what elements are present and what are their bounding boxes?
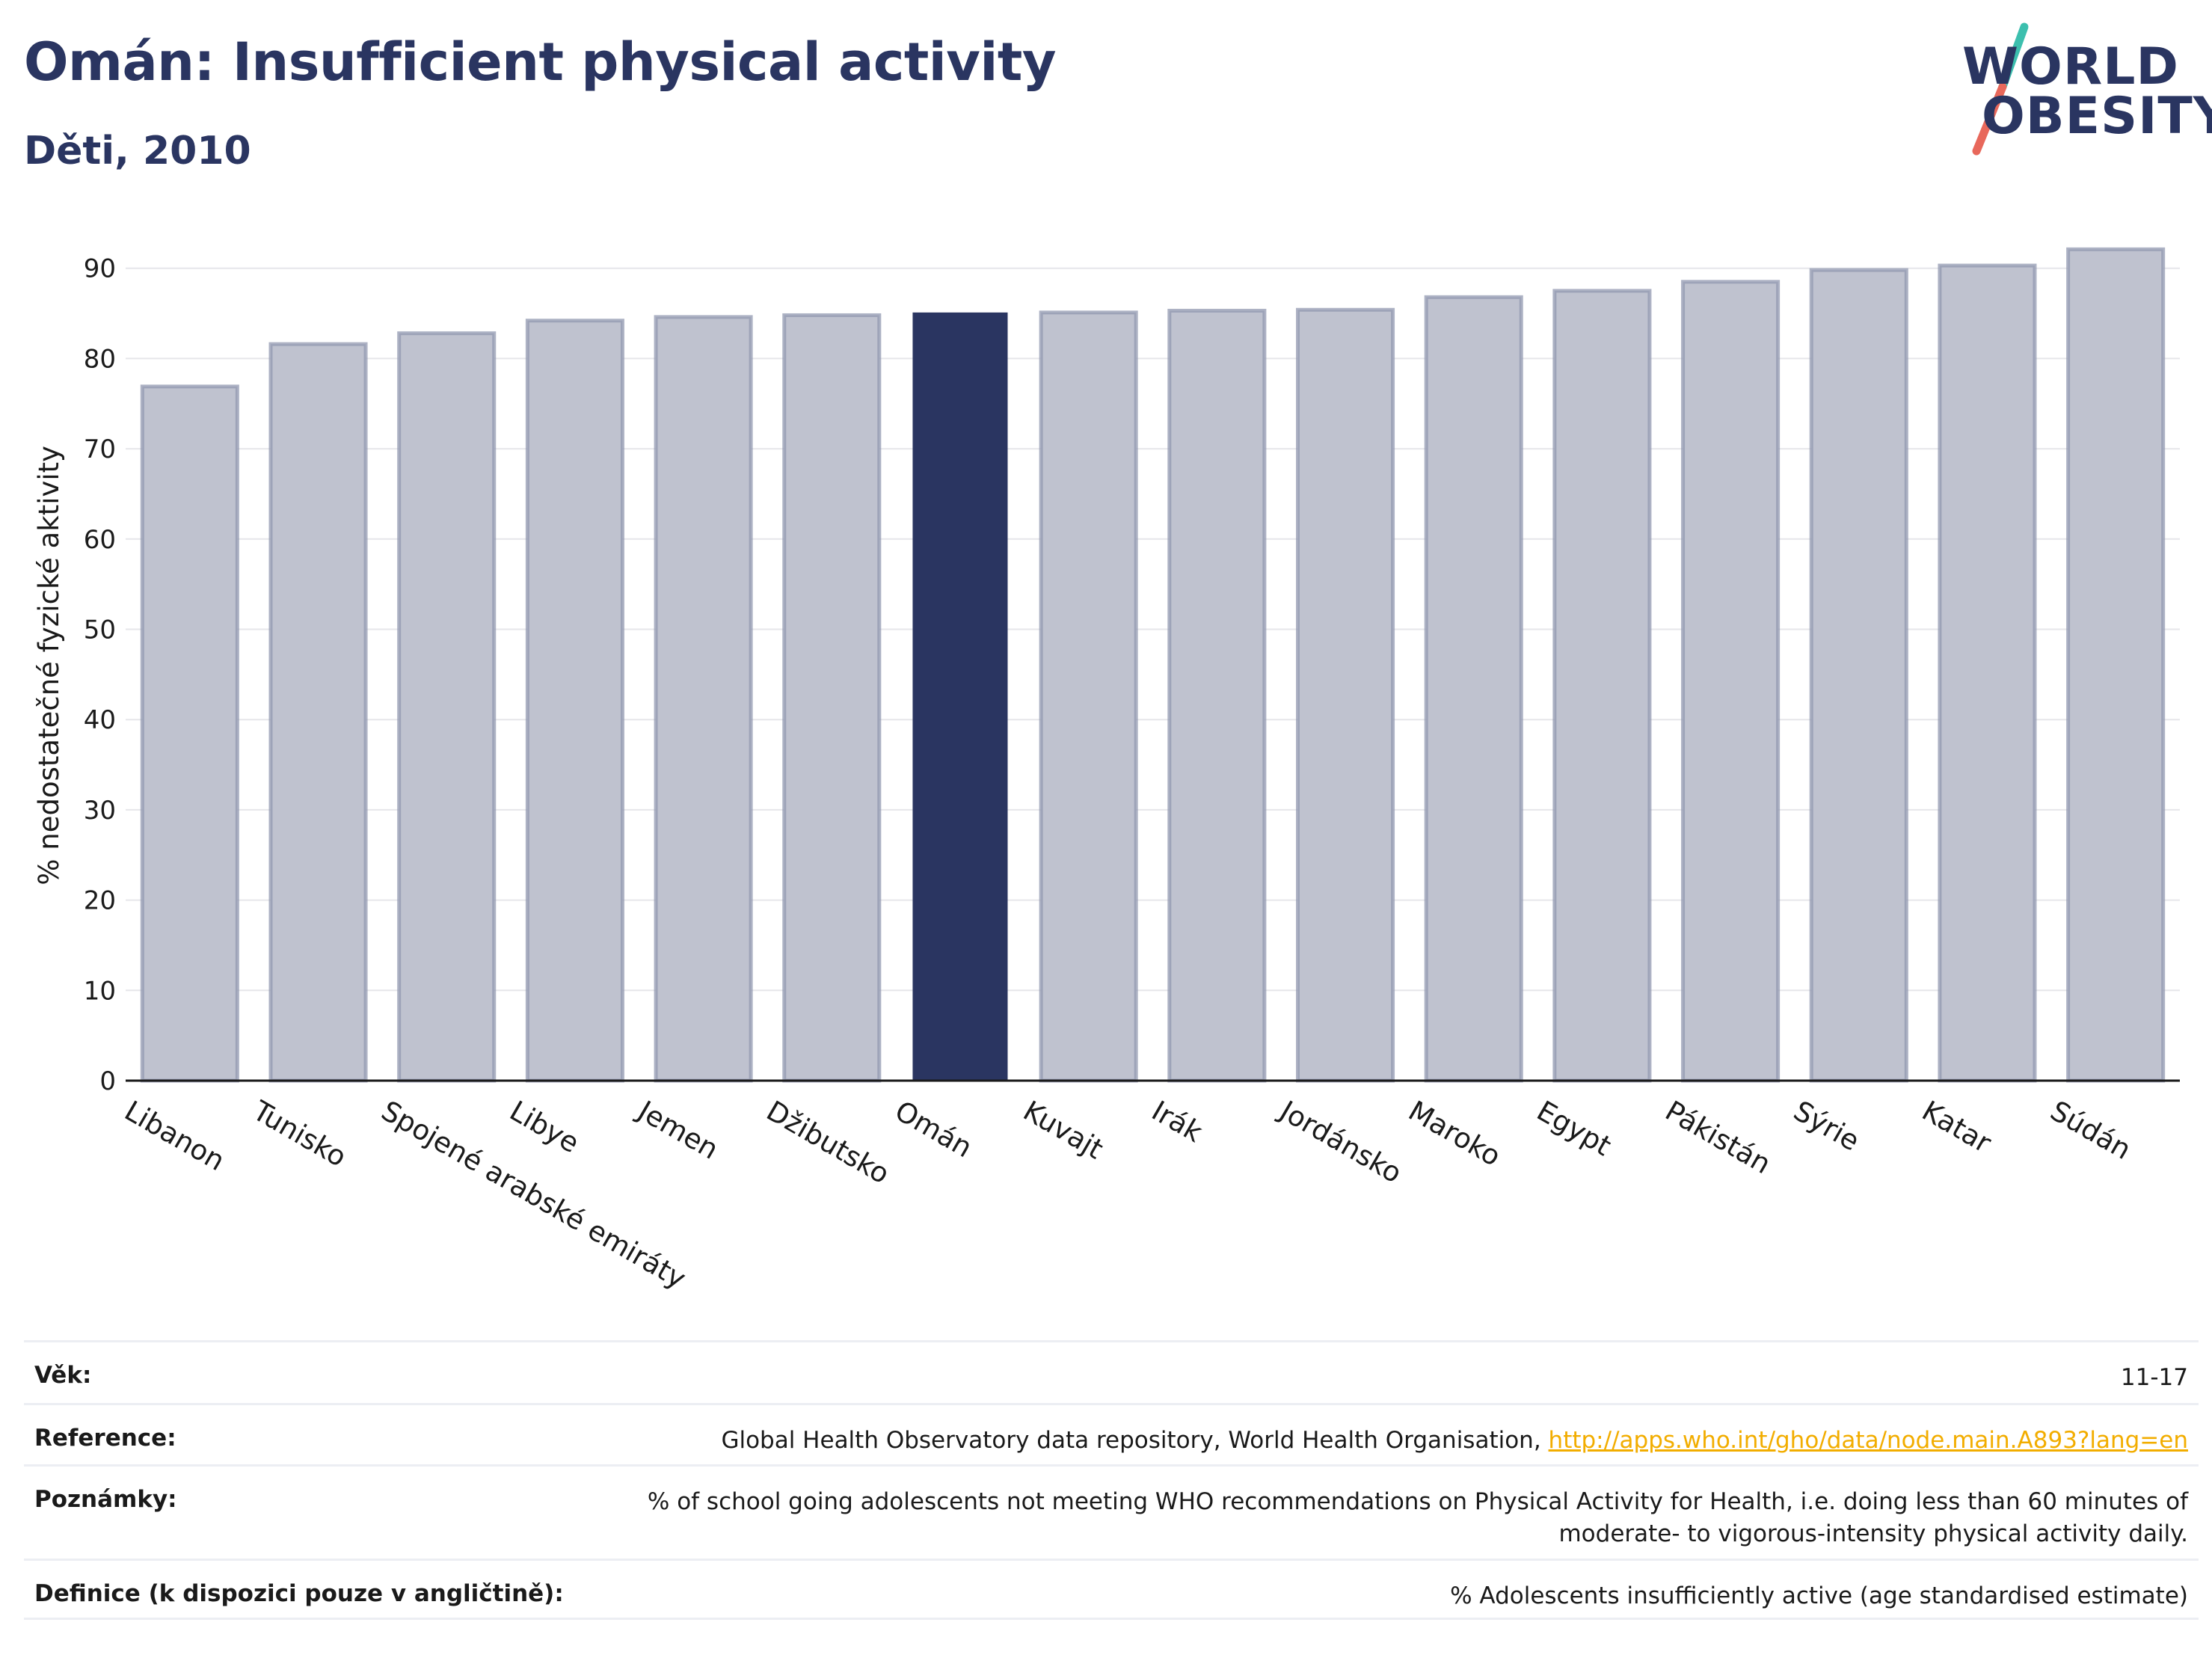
y-tick-label: 80 [84,344,116,374]
x-tick-label: Džibutsko [761,1095,895,1191]
bar [1552,289,1652,1083]
bar [397,331,497,1083]
bar [525,319,624,1083]
info-value: % Adolescents insufficiently active (age… [1450,1582,2188,1609]
chart-svg: 0 10 20 30 40 50 60 70 80 90 % nedostatečné fyzick… [33,247,2180,1295]
x-tick-label: Omán [889,1095,977,1164]
x-tick-label: Maroko [1403,1095,1506,1173]
y-tick-label: 50 [84,615,116,645]
x-tick-label: Pákistán [1660,1095,1777,1181]
logo-text-line2: OBESITY [1982,87,2212,146]
reference-text: Global Health Observatory data repositor… [721,1427,1541,1454]
y-tick-label: 10 [84,976,116,1006]
page-subtitle: Děti, 2010 [24,129,251,174]
x-tick-label: Sýrie [1788,1095,1865,1158]
bar [1809,268,1908,1083]
bar-highlighted [912,312,1008,1081]
info-key: Věk: [34,1362,92,1389]
x-tick-label: Kuvajt [1018,1095,1108,1166]
bar [140,384,239,1083]
x-tick-label: Irák [1146,1095,1208,1149]
y-tick-label: 30 [84,796,116,826]
x-tick-label: Jordánsko [1274,1094,1407,1190]
info-row-definition: Definice (k dispozici pouze v angličtině… [24,1559,2199,1620]
x-tick-label: Libanon [119,1095,230,1178]
info-value: 11-17 [2120,1364,2188,1391]
y-tick-label: 0 [99,1066,116,1096]
bar-chart: 0 10 20 30 40 50 60 70 80 90 % nedostatečné fyzick… [0,202,2212,1327]
y-tick-label: 70 [84,435,116,464]
info-key: Reference: [34,1425,176,1452]
y-tick-label: 20 [84,886,116,916]
logo-slash-icon [1972,22,2029,156]
bar [1681,280,1781,1083]
bar [1039,310,1138,1083]
bar [2066,247,2166,1083]
info-key: Poznámky: [34,1486,177,1513]
reference-link[interactable]: http://apps.who.int/gho/data/node.main.A… [1548,1427,2188,1454]
bar [268,342,368,1083]
info-row-notes: Poznámky: % of school going adolescents … [24,1464,2199,1559]
bar [1167,308,1267,1083]
info-row-age: Věk: 11-17 [24,1340,2199,1403]
info-row-reference: Reference: Global Health Observatory dat… [24,1403,2199,1464]
page-title: Omán: Insufficient physical activity [24,31,1057,93]
bar [1296,307,1395,1083]
bar [654,315,753,1083]
y-tick-label: 90 [84,254,116,284]
info-value-reference: Global Health Observatory data repositor… [721,1425,2188,1457]
world-obesity-logo: WORLD OBESITY [1952,21,2212,163]
bar [782,313,882,1083]
logo-text-line1: WORLD [1962,37,2179,96]
y-tick-label: 40 [84,705,116,735]
y-axis-label: % nedostatečné fyzické aktivity [33,446,65,885]
bar [1938,263,2037,1083]
y-tick-label: 60 [84,525,116,555]
info-table: Věk: 11-17 Reference: Global Health Obse… [24,1340,2199,1620]
info-key: Definice (k dispozici pouze v angličtině… [34,1580,564,1607]
x-tick-label: Katar [1917,1095,1997,1160]
x-tick-label: Jemen [631,1094,724,1166]
x-tick-label: Súdán [2045,1095,2136,1167]
x-tick-label: Tunisko [247,1094,351,1173]
x-tick-label: Libye [504,1095,584,1160]
bar [1424,295,1523,1083]
info-value: % of school going adolescents not meetin… [647,1488,2188,1548]
x-tick-label: Egypt [1531,1095,1617,1163]
